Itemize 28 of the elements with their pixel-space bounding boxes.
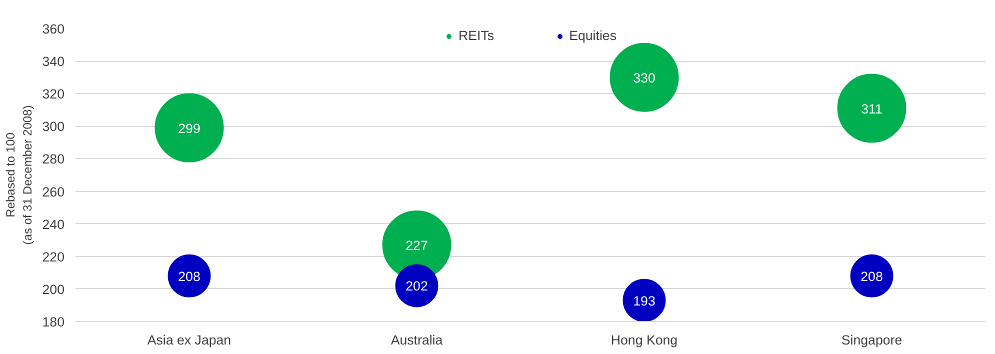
y-tick-label: 240: [42, 216, 65, 232]
x-tick-label: Australia: [390, 332, 444, 348]
y-tick-label: 340: [42, 54, 65, 70]
data-label: 208: [860, 268, 883, 284]
y-axis-title: Rebased to 100 (as of 31 December 2008): [3, 105, 34, 245]
legend-label: REITs: [458, 28, 494, 43]
y-tick-label: 360: [42, 22, 65, 36]
x-tick-label: Asia ex Japan: [147, 332, 232, 348]
data-label: 227: [406, 238, 428, 253]
y-tick-label: 220: [42, 249, 65, 264]
y-tick-label: 280: [42, 152, 65, 167]
legend-label: Equities: [569, 28, 616, 43]
y-tick-label: 200: [42, 282, 65, 297]
point: [610, 42, 679, 112]
data-label: 202: [406, 278, 428, 294]
point: [154, 93, 224, 162]
y-tick-label: 260: [42, 184, 65, 200]
y-tick-label: 180: [42, 314, 65, 330]
data-label: 193: [633, 293, 656, 308]
data-label: 311: [861, 101, 882, 116]
data-label: 208: [178, 268, 200, 284]
data-label: 299: [178, 120, 200, 136]
y-tick-label: 320: [42, 86, 65, 102]
data-label: 330: [633, 70, 656, 86]
x-tick-label: Singapore: [841, 332, 902, 348]
y-tick-label: 300: [42, 119, 65, 134]
x-tick-label: Hong Kong: [610, 332, 678, 348]
point: [837, 74, 906, 143]
